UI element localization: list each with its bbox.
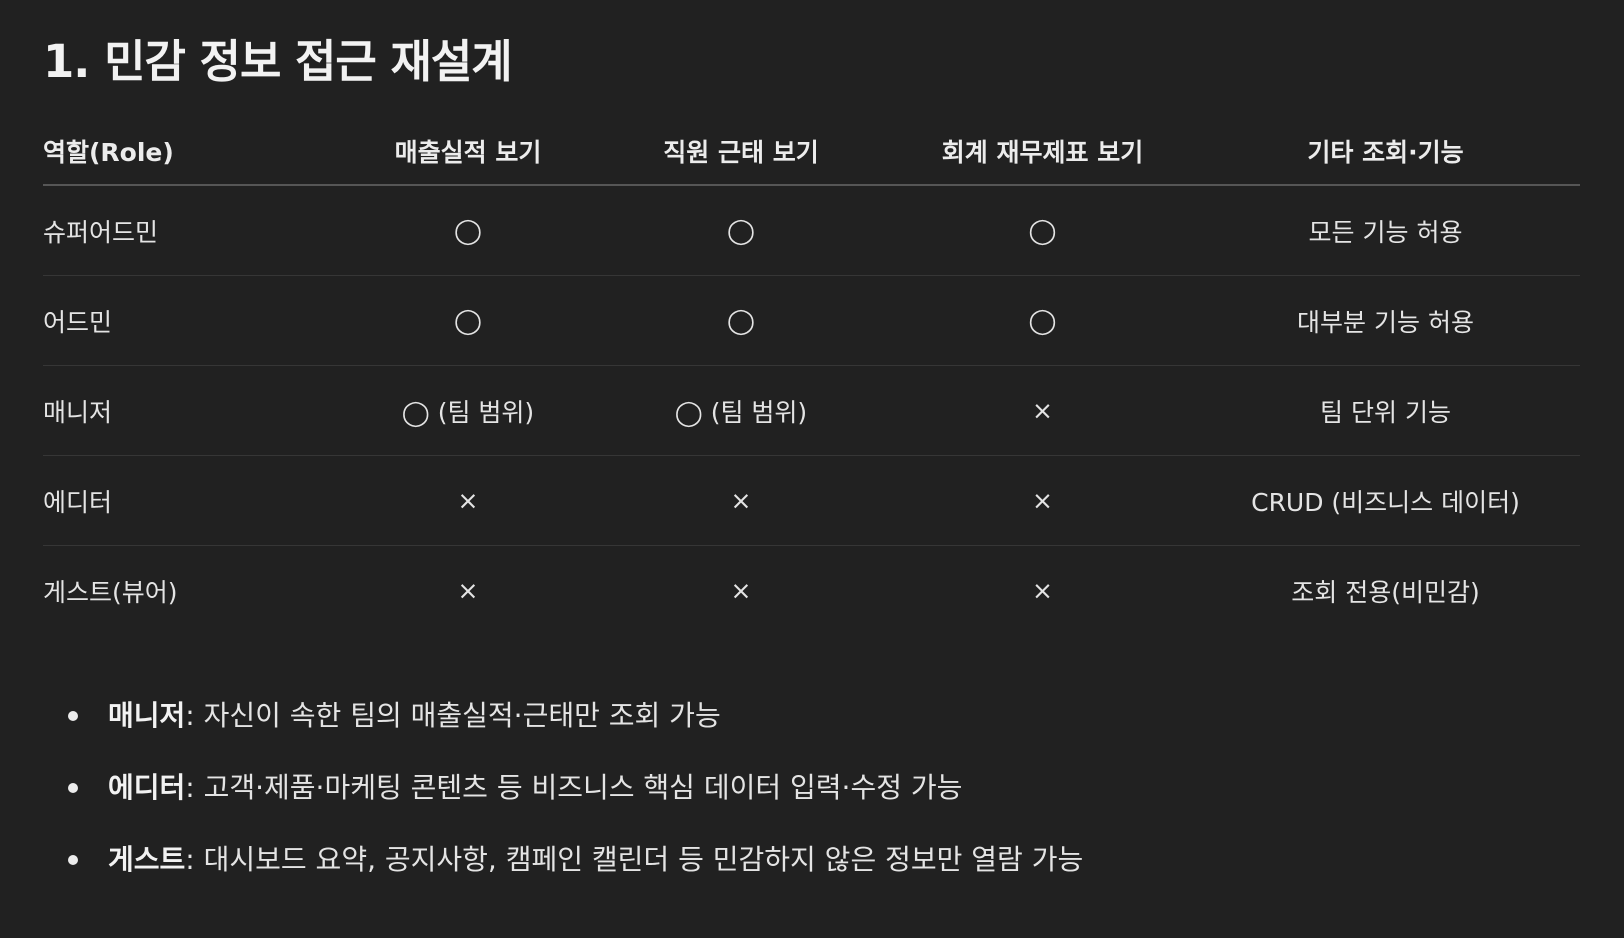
note-text: : 대시보드 요약, 공지사항, 캠페인 캘린더 등 민감하지 않은 정보만 열… <box>185 843 1084 876</box>
header-sales: 매출실적 보기 <box>348 118 588 186</box>
note-term: 에디터 <box>108 771 186 804</box>
role-cell: 슈퍼어드민 <box>43 185 348 276</box>
sales-cell: ◯ <box>348 185 588 276</box>
role-cell: 어드민 <box>43 275 348 366</box>
sales-cell: ◯ <box>348 275 588 366</box>
table-row: 어드민 ◯ ◯ ◯ 대부분 기능 허용 <box>43 275 1580 366</box>
role-cell: 에디터 <box>43 455 348 546</box>
list-item: 매니저: 자신이 속한 팀의 매출실적·근태만 조회 가능 <box>68 695 1568 737</box>
header-other: 기타 조회·기능 <box>1191 118 1580 186</box>
attendance-cell: ◯ <box>588 275 894 366</box>
attendance-cell: ◯ <box>588 185 894 276</box>
finance-cell: ◯ <box>894 185 1191 276</box>
note-text: : 자신이 속한 팀의 매출실적·근태만 조회 가능 <box>185 699 721 732</box>
bullet-icon <box>68 855 78 865</box>
sales-cell: × <box>457 576 479 605</box>
note-term: 매니저 <box>108 699 186 732</box>
finance-cell: × <box>894 455 1191 546</box>
attendance-cell: × <box>730 576 752 605</box>
role-cell: 매니저 <box>43 365 348 456</box>
note-text: : 고객·제품·마케팅 콘텐츠 등 비즈니스 핵심 데이터 입력·수정 가능 <box>185 771 963 804</box>
notes-list: 매니저: 자신이 속한 팀의 매출실적·근태만 조회 가능 에디터: 고객·제품… <box>68 695 1568 911</box>
header-finance: 회계 재무제표 보기 <box>894 118 1191 186</box>
header-role: 역할(Role) <box>43 118 348 186</box>
bullet-icon <box>68 783 78 793</box>
table-row: 슈퍼어드민 ◯ ◯ ◯ 모든 기능 허용 <box>43 185 1580 276</box>
permission-table: 역할(Role) 매출실적 보기 직원 근태 보기 회계 재무제표 보기 기타 … <box>43 118 1580 635</box>
note-term: 게스트 <box>108 843 186 876</box>
table-row: 에디터 × × × CRUD (비즈니스 데이터) <box>43 455 1580 546</box>
attendance-cell: ◯ (팀 범위) <box>588 365 894 456</box>
other-cell: 모든 기능 허용 <box>1191 185 1580 276</box>
bullet-icon <box>68 711 78 721</box>
other-cell: 대부분 기능 허용 <box>1191 275 1580 366</box>
list-item: 에디터: 고객·제품·마케팅 콘텐츠 등 비즈니스 핵심 데이터 입력·수정 가… <box>68 767 1568 809</box>
section-heading: 1. 민감 정보 접근 재설계 <box>43 35 513 88</box>
header-attendance: 직원 근태 보기 <box>588 118 894 186</box>
table-row: 매니저 ◯ (팀 범위) ◯ (팀 범위) × 팀 단위 기능 <box>43 365 1580 456</box>
table-header-row: 역할(Role) 매출실적 보기 직원 근태 보기 회계 재무제표 보기 기타 … <box>43 118 1580 186</box>
other-cell: CRUD (비즈니스 데이터) <box>1191 455 1580 546</box>
sales-cell: ◯ (팀 범위) <box>348 365 588 456</box>
other-cell: 조회 전용(비민감) <box>1291 577 1480 607</box>
finance-cell: ◯ <box>894 275 1191 366</box>
table-row: 게스트(뷰어) × × × 조회 전용(비민감) <box>43 546 1580 636</box>
finance-cell: × <box>1032 576 1053 605</box>
list-item: 게스트: 대시보드 요약, 공지사항, 캠페인 캘린더 등 민감하지 않은 정보… <box>68 839 1568 881</box>
finance-cell: × <box>894 365 1191 456</box>
role-cell: 게스트(뷰어) <box>43 577 178 607</box>
attendance-cell: × <box>588 455 894 546</box>
other-cell: 팀 단위 기능 <box>1191 365 1580 456</box>
sales-cell: × <box>348 455 588 546</box>
